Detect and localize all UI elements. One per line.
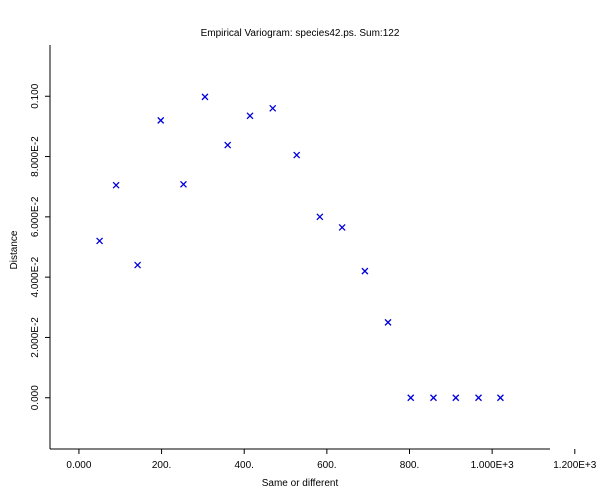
x-tick-label: 600. — [317, 460, 336, 471]
y-tick-label: 2.000E-2 — [30, 317, 41, 358]
data-point — [134, 261, 142, 269]
y-tick-label: 4.000E-2 — [30, 256, 41, 297]
x-tick-label: 0.000 — [66, 460, 91, 471]
data-point — [430, 394, 437, 402]
y-tick-label: 8.000E-2 — [30, 136, 41, 177]
data-point — [201, 93, 209, 101]
data-point — [180, 180, 187, 188]
data-point — [293, 151, 301, 159]
data-point — [475, 394, 482, 402]
x-tick-label: 200. — [152, 460, 171, 471]
y-tick-label: 6.000E-2 — [30, 196, 41, 237]
data-point — [384, 318, 392, 326]
data-point — [338, 223, 346, 231]
y-tick-label: 0.100 — [30, 83, 41, 108]
data-point — [224, 141, 232, 149]
data-point — [112, 181, 120, 189]
y-axis-label: Distance — [9, 230, 20, 269]
data-point — [452, 394, 460, 402]
x-tick-label: 400. — [234, 460, 253, 471]
x-axis-label: Same or different — [262, 478, 339, 489]
y-axis-ticks: 0.000 2.000E-2 4.000E-2 6.000E-2 8.000E-2 0.1… — [30, 83, 50, 410]
data-point — [246, 112, 254, 120]
x-tick-label: 800. — [400, 460, 419, 471]
data-point — [96, 237, 104, 245]
y-tick-label: 0.000 — [30, 385, 41, 410]
data-point — [361, 267, 369, 275]
data-point — [157, 116, 165, 124]
data-point — [316, 213, 324, 221]
data-points — [96, 93, 504, 402]
chart-title: Empirical Variogram: species42.ps. Sum:1… — [201, 28, 400, 39]
x-axis-ticks: 0.000 200. 400. 600. 800. 1.000E+3 1.200E+3 — [66, 449, 597, 471]
data-point — [269, 104, 277, 112]
data-point — [407, 394, 415, 402]
x-tick-label: 1.000E+3 — [471, 460, 515, 471]
x-tick-label: 1.200E+3 — [553, 460, 597, 471]
data-point — [496, 394, 504, 402]
